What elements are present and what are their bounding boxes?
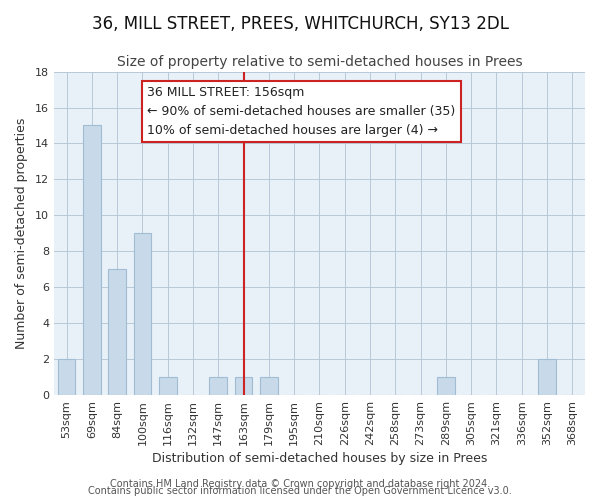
Text: Contains HM Land Registry data © Crown copyright and database right 2024.: Contains HM Land Registry data © Crown c… [110, 479, 490, 489]
Text: Contains public sector information licensed under the Open Government Licence v3: Contains public sector information licen… [88, 486, 512, 496]
Bar [109, 270, 126, 395]
Bar [235, 377, 253, 395]
Bar [437, 377, 455, 395]
Bar [83, 126, 101, 395]
Text: 36, MILL STREET, PREES, WHITCHURCH, SY13 2DL: 36, MILL STREET, PREES, WHITCHURCH, SY13… [91, 15, 509, 33]
Y-axis label: Number of semi-detached properties: Number of semi-detached properties [15, 118, 28, 349]
Bar [134, 234, 151, 395]
Title: Size of property relative to semi-detached houses in Prees: Size of property relative to semi-detach… [116, 55, 522, 69]
Bar [260, 377, 278, 395]
Bar [209, 377, 227, 395]
Bar [538, 359, 556, 395]
Bar [159, 377, 176, 395]
Text: 36 MILL STREET: 156sqm
← 90% of semi-detached houses are smaller (35)
10% of sem: 36 MILL STREET: 156sqm ← 90% of semi-det… [148, 86, 456, 137]
X-axis label: Distribution of semi-detached houses by size in Prees: Distribution of semi-detached houses by … [152, 452, 487, 465]
Bar [58, 359, 76, 395]
